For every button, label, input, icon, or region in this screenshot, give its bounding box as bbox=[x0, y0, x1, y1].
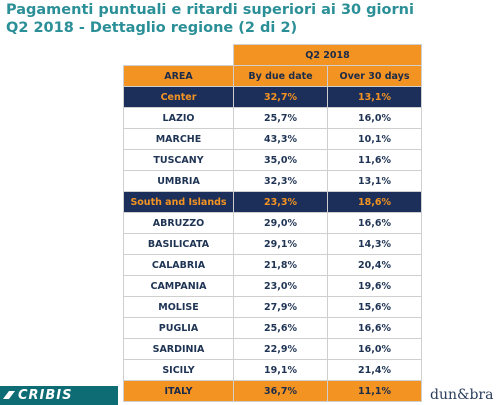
region-payments-table: Q2 2018 AREA By due date Over 30 days Ce… bbox=[123, 44, 422, 402]
column-header-over: Over 30 days bbox=[327, 65, 422, 87]
cell-due: 19,1% bbox=[233, 359, 328, 381]
cell-area: ITALY bbox=[123, 380, 234, 402]
cell-over: 16,6% bbox=[327, 212, 422, 234]
table-row: PUGLIA 25,6% 16,6% bbox=[123, 317, 422, 339]
cell-due: 36,7% bbox=[233, 380, 328, 402]
cell-area: BASILICATA bbox=[123, 233, 234, 255]
column-header-row: AREA By due date Over 30 days bbox=[123, 65, 422, 87]
cell-due: 21,8% bbox=[233, 254, 328, 276]
header-blank-cell bbox=[123, 44, 234, 66]
table-row: MARCHE 43,3% 10,1% bbox=[123, 128, 422, 150]
table-row: BASILICATA 29,1% 14,3% bbox=[123, 233, 422, 255]
cell-area: South and Islands bbox=[123, 191, 234, 213]
cribis-footer-band: CRIBIS bbox=[0, 386, 118, 405]
table-row: CALABRIA 21,8% 20,4% bbox=[123, 254, 422, 276]
cell-over: 16,0% bbox=[327, 107, 422, 129]
cell-over: 14,3% bbox=[327, 233, 422, 255]
table-row: SARDINIA 22,9% 16,0% bbox=[123, 338, 422, 360]
cell-area: SICILY bbox=[123, 359, 234, 381]
cell-over: 21,4% bbox=[327, 359, 422, 381]
cell-over: 19,6% bbox=[327, 275, 422, 297]
macro-area-row: Center 32,7% 13,1% bbox=[123, 86, 422, 108]
table-row: UMBRIA 32,3% 13,1% bbox=[123, 170, 422, 192]
cell-over: 13,1% bbox=[327, 86, 422, 108]
cell-area: MARCHE bbox=[123, 128, 234, 150]
column-header-due: By due date bbox=[233, 65, 328, 87]
cell-due: 32,3% bbox=[233, 170, 328, 192]
cell-over: 16,0% bbox=[327, 338, 422, 360]
table-row: TUSCANY 35,0% 11,6% bbox=[123, 149, 422, 171]
title-line-2: Q2 2018 - Dettaglio regione (2 di 2) bbox=[6, 20, 298, 36]
cell-due: 35,0% bbox=[233, 149, 328, 171]
cell-over: 20,4% bbox=[327, 254, 422, 276]
cell-area: CALABRIA bbox=[123, 254, 234, 276]
cell-area: CAMPANIA bbox=[123, 275, 234, 297]
cell-due: 27,9% bbox=[233, 296, 328, 318]
column-header-area: AREA bbox=[123, 65, 234, 87]
cell-over: 11,1% bbox=[327, 380, 422, 402]
table-row: CAMPANIA 23,0% 19,6% bbox=[123, 275, 422, 297]
cell-due: 25,7% bbox=[233, 107, 328, 129]
table-row: ABRUZZO 29,0% 16,6% bbox=[123, 212, 422, 234]
cell-over: 16,6% bbox=[327, 317, 422, 339]
cell-due: 29,1% bbox=[233, 233, 328, 255]
cell-area: LAZIO bbox=[123, 107, 234, 129]
cribis-logo: CRIBIS bbox=[18, 388, 73, 403]
cell-over: 10,1% bbox=[327, 128, 422, 150]
cell-due: 23,0% bbox=[233, 275, 328, 297]
total-row: ITALY 36,7% 11,1% bbox=[123, 380, 422, 402]
cell-due: 22,9% bbox=[233, 338, 328, 360]
cell-over: 13,1% bbox=[327, 170, 422, 192]
period-header: Q2 2018 bbox=[233, 44, 422, 66]
cell-area: SARDINIA bbox=[123, 338, 234, 360]
slide-title: Pagamenti puntuali e ritardi superiori a… bbox=[6, 1, 496, 37]
cell-area: MOLISE bbox=[123, 296, 234, 318]
cell-area: PUGLIA bbox=[123, 317, 234, 339]
macro-area-row: South and Islands 23,3% 18,6% bbox=[123, 191, 422, 213]
cell-due: 29,0% bbox=[233, 212, 328, 234]
cell-area: Center bbox=[123, 86, 234, 108]
table-row: MOLISE 27,9% 15,6% bbox=[123, 296, 422, 318]
cell-due: 23,3% bbox=[233, 191, 328, 213]
period-header-row: Q2 2018 bbox=[123, 44, 422, 66]
cell-over: 15,6% bbox=[327, 296, 422, 318]
table-row: LAZIO 25,7% 16,0% bbox=[123, 107, 422, 129]
table-row: SICILY 19,1% 21,4% bbox=[123, 359, 422, 381]
dun-bradstreet-logo: dun&bra bbox=[430, 387, 494, 403]
cell-area: UMBRIA bbox=[123, 170, 234, 192]
cell-area: TUSCANY bbox=[123, 149, 234, 171]
cell-due: 32,7% bbox=[233, 86, 328, 108]
cribis-swoosh-icon bbox=[3, 391, 15, 399]
cell-due: 43,3% bbox=[233, 128, 328, 150]
cell-due: 25,6% bbox=[233, 317, 328, 339]
cell-over: 11,6% bbox=[327, 149, 422, 171]
cell-area: ABRUZZO bbox=[123, 212, 234, 234]
cell-over: 18,6% bbox=[327, 191, 422, 213]
title-line-1: Pagamenti puntuali e ritardi superiori a… bbox=[6, 2, 414, 18]
